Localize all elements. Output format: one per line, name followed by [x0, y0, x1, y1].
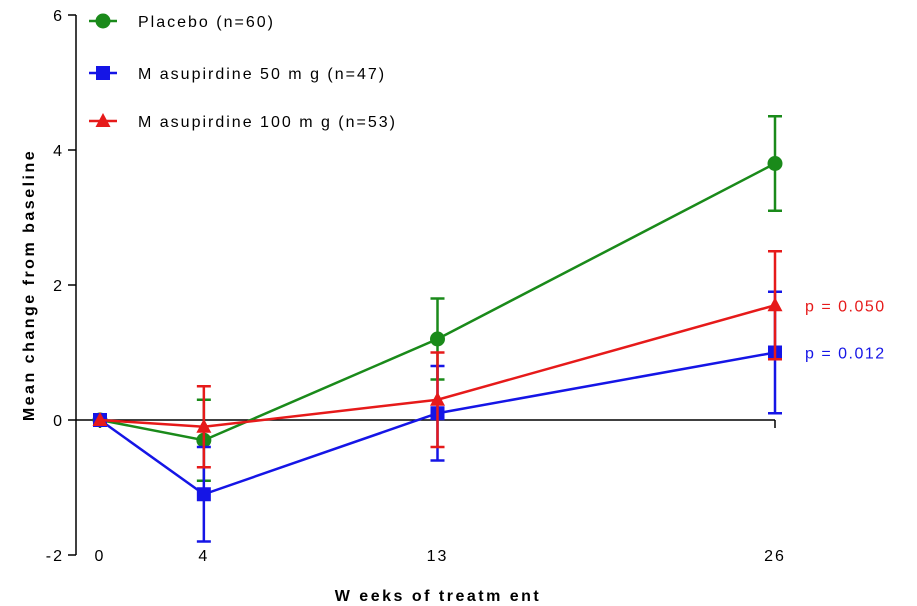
y-tick-label: 4: [53, 143, 64, 160]
series-line: [99, 304, 776, 429]
series-triangle: [92, 250, 783, 469]
axes: -2 0 2 4 6 0 4 13 26: [46, 8, 786, 565]
legend-marker: [95, 113, 111, 127]
legend-marker: [95, 13, 111, 29]
x-tick-label: 13: [427, 548, 449, 565]
data-point: [430, 331, 445, 347]
legend-item: M asupirdine 100 m g (n=53): [89, 113, 397, 131]
y-tick-label: 0: [53, 413, 64, 430]
data-point: [430, 391, 445, 406]
legend-item: M asupirdine 50 m g (n=47): [89, 66, 386, 83]
p-value-label: p = 0.012: [805, 346, 886, 363]
y-axis-title: Mean change from baseline: [21, 149, 38, 421]
y-tick-label: 2: [53, 278, 64, 295]
series-line: [99, 162, 776, 442]
series-line: [99, 351, 776, 496]
zero-baseline: [76, 419, 776, 428]
p-value-annotations: p = 0.050 p = 0.012: [805, 298, 886, 363]
p-value-label: p = 0.050: [805, 298, 886, 315]
data-point: [767, 297, 783, 312]
x-tick-label: 26: [764, 548, 786, 565]
legend-label: M asupirdine 100 m g (n=53): [138, 114, 397, 131]
x-axis-title: W eeks of treatm ent: [335, 588, 541, 605]
legend: Placebo (n=60) M asupirdine 50 m g (n=47)…: [89, 13, 397, 131]
legend-label: M asupirdine 50 m g (n=47): [138, 66, 386, 83]
series-layer: [92, 115, 783, 543]
legend-item: Placebo (n=60): [89, 13, 275, 31]
data-point: [767, 156, 783, 171]
y-tick-label: -2: [46, 548, 64, 565]
y-tick-label: 6: [53, 8, 64, 25]
data-point: [196, 418, 212, 433]
legend-label: Placebo (n=60): [138, 14, 275, 31]
data-point: [196, 487, 211, 502]
x-tick-label: 4: [198, 548, 209, 565]
data-point: [92, 412, 108, 426]
legend-marker: [96, 66, 110, 80]
x-tick-label: 0: [95, 548, 106, 565]
